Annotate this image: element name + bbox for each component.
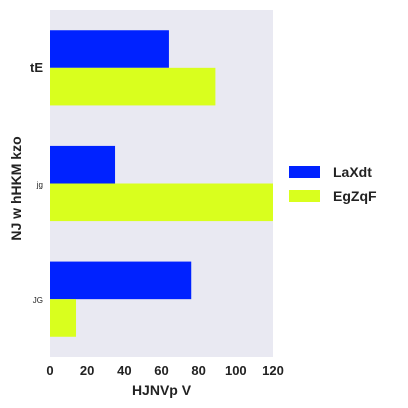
bar-EgZqF-tE: [50, 67, 216, 106]
legend: LaXdt EgZqF: [289, 164, 377, 204]
x-tick-label: 80: [191, 363, 205, 378]
y-tick-label: JG: [33, 296, 43, 305]
legend-label-LaXdt: LaXdt: [333, 164, 372, 180]
x-tick-label: 40: [117, 363, 131, 378]
bars: [50, 30, 273, 337]
bar-EgZqF-JG: [50, 299, 77, 337]
x-tick-label: 100: [225, 363, 247, 378]
x-axis-title: HJNVp V: [132, 382, 192, 398]
bar-LaXdt-tE: [50, 30, 169, 68]
y-axis-title: NJ w hHKM kzo: [8, 136, 24, 240]
y-tick-label: jg: [36, 181, 43, 190]
y-tick-labels: tE jg JG: [30, 60, 43, 305]
x-tick-label: 60: [154, 363, 168, 378]
x-tick-labels: 0 20 40 60 80 100 120: [46, 363, 283, 378]
legend-swatch-EgZqF: [289, 190, 320, 202]
x-tick-label: 0: [46, 363, 53, 378]
bar-LaXdt-JG: [50, 261, 192, 300]
bar-EgZqF-jg: [50, 183, 273, 222]
legend-label-EgZqF: EgZqF: [333, 188, 377, 204]
x-tick-label: 120: [262, 363, 284, 378]
bar-LaXdt-jg: [50, 145, 116, 184]
x-tick-label: 20: [80, 363, 94, 378]
legend-swatch-LaXdt: [289, 166, 320, 178]
y-tick-label: tE: [30, 60, 43, 75]
